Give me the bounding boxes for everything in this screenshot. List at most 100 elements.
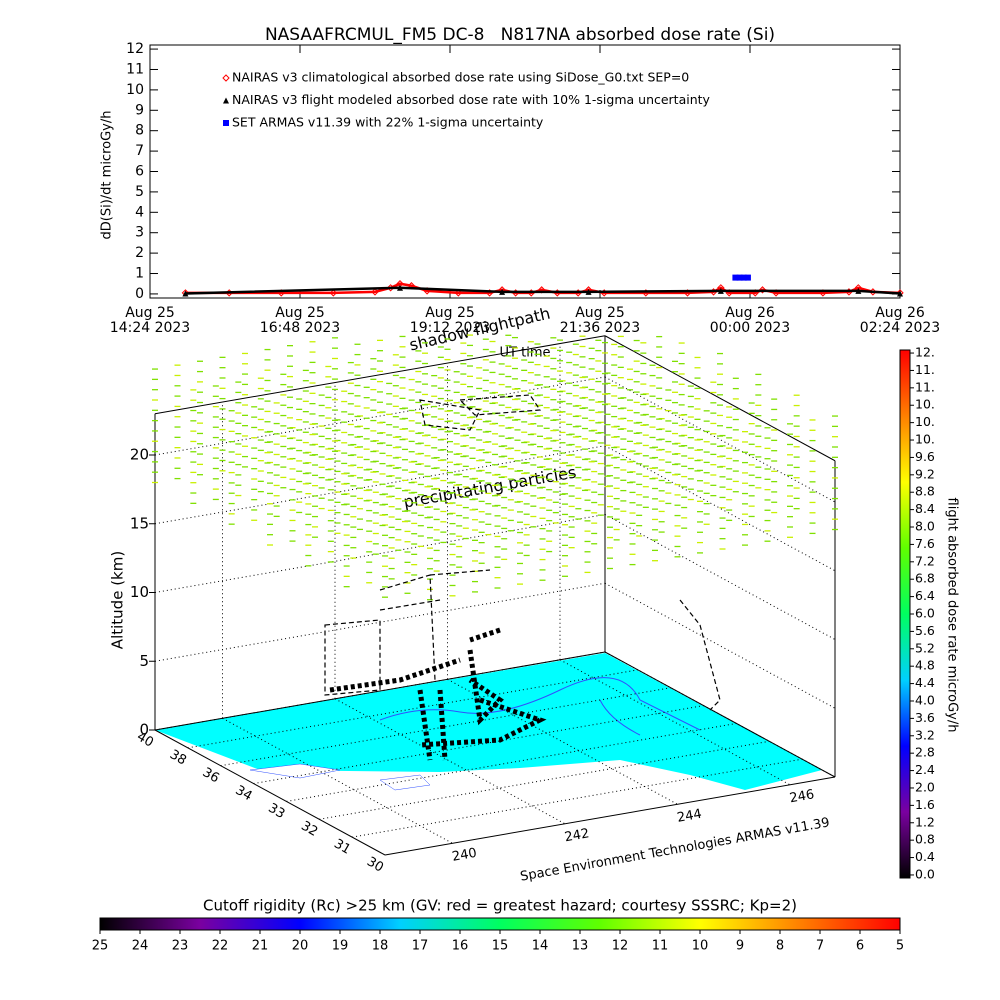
colorbar-tick-label: 21 [252, 939, 269, 954]
marker [897, 290, 903, 297]
grid-line [187, 669, 638, 749]
legend-label: NAIRAS v3 flight modeled absorbed dose r… [232, 92, 711, 107]
colorbar-tick-label: 3.6 [915, 710, 935, 725]
colorbar-tick-label: 6.4 [915, 588, 935, 603]
x-tick-label: Aug 26 02:24 2023 [859, 305, 941, 336]
grid-line [154, 514, 606, 593]
colorbar-tick-label: 20 [292, 939, 309, 954]
colorbar-tick-label: 10. [915, 397, 935, 412]
colorbar-tick-label: 5 [896, 939, 904, 954]
box-edge [154, 335, 606, 415]
colorbar-tick-label: 6 [856, 939, 864, 954]
x-tick-label: Aug 25 19:12 2023 [409, 305, 491, 336]
grid-line [319, 740, 770, 820]
y-tick-label: 5 [135, 184, 144, 200]
coastline [379, 677, 701, 736]
y-tick-label: 10 [126, 82, 144, 98]
colorbar-tick-label: 25 [92, 939, 109, 954]
x-tick-label: Aug 25 21:36 2023 [559, 305, 641, 336]
marker [223, 120, 229, 126]
y-tick-label: 11 [126, 61, 144, 77]
colorbar-tick-label: 2.8 [915, 745, 935, 760]
white-patch [249, 763, 431, 791]
y-tick-label: 3 [135, 225, 144, 241]
colorbar-tick-label: 16 [452, 939, 469, 954]
marker [585, 288, 592, 295]
colorbar-tick-label: 15 [492, 939, 509, 954]
marker [397, 284, 403, 291]
colorbar-tick-label: 12 [612, 939, 629, 954]
colorbar-tick-label: 8 [776, 939, 784, 954]
flight-track [329, 627, 547, 761]
colorbar-tick-label: 18 [372, 939, 389, 954]
colorbar-tick-label: 0.0 [915, 866, 935, 881]
colorbar-tick-label: 22 [212, 939, 229, 954]
x-tick-label: Aug 25 16:48 2023 [259, 305, 341, 336]
colorbar-tick-label: 11. [915, 362, 935, 377]
colorbar-tick-label: 7.6 [915, 536, 935, 551]
colorbar-tick-label: 17 [412, 939, 429, 954]
colorbar-tick-label: 2.0 [915, 779, 935, 794]
y-tick-label: 2 [135, 245, 144, 261]
lon-tick-label: 246 [788, 787, 815, 806]
grid-line [154, 651, 606, 731]
marker [736, 274, 743, 281]
colorbar-tick-label: 6.8 [915, 571, 935, 586]
colorbar-tick-label: 0.8 [915, 832, 935, 847]
grid-line [604, 514, 836, 640]
y-tick-label: 6 [135, 164, 144, 180]
flight-path [324, 394, 721, 761]
z-tick-label: 5 [139, 652, 149, 670]
colorbar-tick-label: 10. [915, 414, 935, 429]
colorbar-tick-label: 7 [816, 939, 824, 954]
colorbar-tick-label: 4.8 [915, 658, 935, 673]
lat-tick-label: 34 [233, 783, 255, 804]
credit: Space Environment Technologies ARMAS v11… [519, 815, 831, 884]
marker [454, 289, 463, 297]
lon-tick-label: 240 [451, 846, 478, 865]
lon-tick-label: 242 [563, 826, 590, 845]
box-edge [604, 335, 836, 462]
colorbar-tick-label: 11 [652, 939, 669, 954]
z-tick-label: 10 [130, 583, 149, 601]
box-edge [384, 776, 836, 856]
marker [182, 290, 189, 297]
colorbar-tick-label: 13 [572, 939, 589, 954]
lat-tick-label: 38 [167, 747, 189, 768]
colorbar-tick-label: 19 [332, 939, 349, 954]
y-tick-label: 7 [135, 143, 144, 159]
particles [152, 334, 838, 601]
x-axis-label: UT time [500, 346, 551, 361]
z-axis-label: Altitude (km) [109, 551, 127, 649]
colorbar-label: flight absorbed dose rate microGy/h [945, 498, 960, 733]
marker [732, 274, 739, 281]
legend-label: NAIRAS v3 climatological absorbed dose r… [232, 70, 689, 85]
marker [222, 74, 230, 82]
lat-tick-label: 30 [364, 854, 386, 875]
grid-line [220, 687, 671, 767]
plot-3d: 0 5 10 15 20 240 242 244 246 40 38 36 34 33 32 31 30 [130, 334, 838, 876]
colorbar-tick-label: 5.2 [915, 640, 935, 655]
colorbar-tick-label: 4.0 [915, 692, 935, 707]
colorbar-tick-label: 14 [532, 939, 549, 954]
colorbar-tick-label: 9.2 [915, 466, 935, 481]
colorbar-tick-label: 4.4 [915, 675, 935, 690]
colorbar [99, 917, 901, 931]
grid-line [286, 722, 737, 802]
colorbar-tick-label: 8.4 [915, 501, 935, 516]
grid-line [253, 705, 704, 785]
colorbar-tick-label: 24 [132, 939, 149, 954]
y-tick-label: 8 [135, 123, 144, 139]
y-tick-label: 12 [126, 41, 144, 57]
legend-label: SET ARMAS v11.39 with 22% 1-sigma uncert… [232, 115, 544, 130]
surface [155, 653, 822, 790]
x-tick-label: Aug 26 00:00 2023 [709, 305, 791, 336]
colorbar-tick-label: 0.4 [915, 849, 935, 864]
marker [855, 287, 862, 294]
marker [758, 286, 767, 294]
lat-tick-label: 33 [266, 801, 288, 822]
y-tick-label: 4 [135, 204, 144, 220]
colorbar-tick-label: 8.0 [915, 519, 935, 534]
